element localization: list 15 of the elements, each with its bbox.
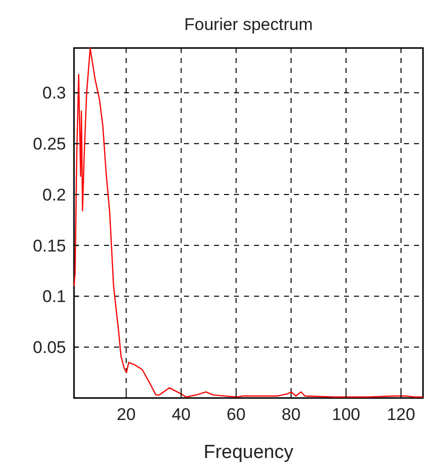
x-tick-label: 120 [386, 405, 416, 424]
y-tick-label: 0.25 [32, 134, 66, 154]
x-tick-label: 20 [116, 405, 136, 424]
x-tick-label: 80 [282, 405, 301, 424]
x-tick-label: 40 [172, 405, 191, 424]
x-tick-label: 60 [226, 405, 246, 424]
chart-title: Fourier spectrum [184, 15, 313, 34]
y-tick-label: 0.2 [42, 185, 66, 204]
y-tick-label: 0.3 [42, 84, 66, 103]
y-tick-label: 0.15 [32, 236, 66, 256]
y-tick-label: 0.05 [32, 338, 66, 358]
y-tick-label: 0.1 [42, 287, 66, 306]
line-series [73, 47, 424, 398]
x-tick-label: 100 [332, 405, 360, 424]
x-axis-title: Frequency [204, 442, 294, 463]
